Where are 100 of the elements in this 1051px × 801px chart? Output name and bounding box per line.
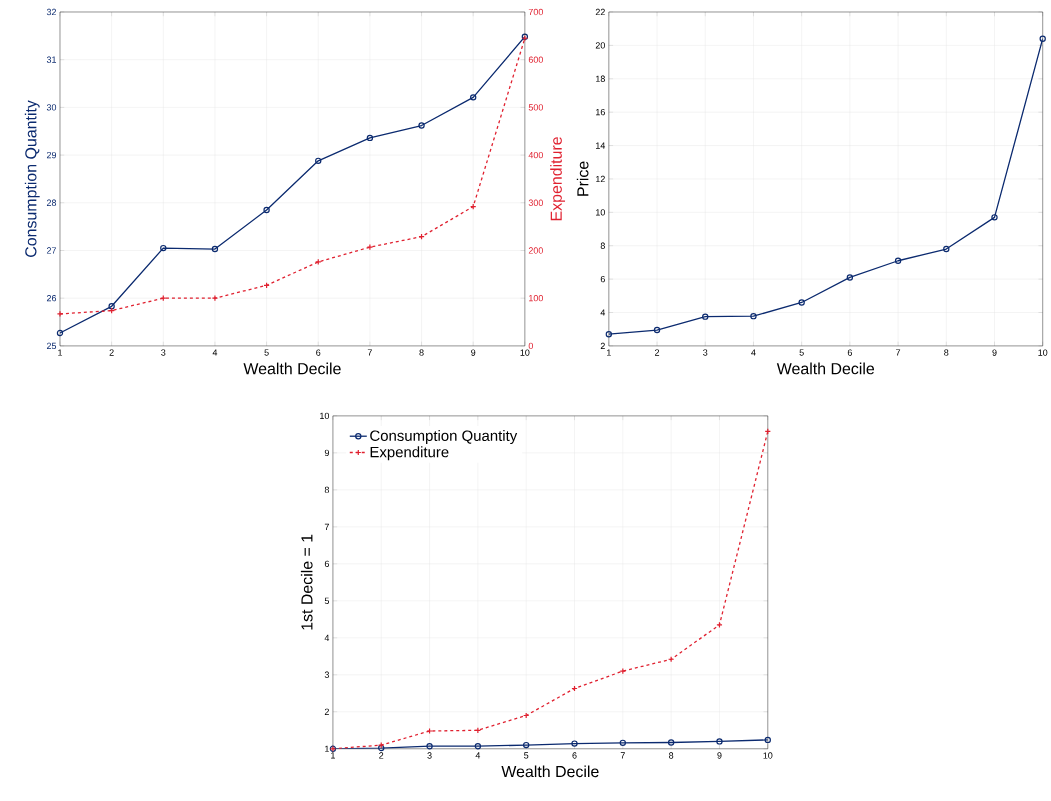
x-tick-label: 6 [847, 349, 852, 356]
x-axis-title: Wealth Decile [501, 765, 599, 778]
y-tick-label: 10 [320, 412, 330, 420]
x-tick-label: 5 [799, 349, 804, 356]
y-tick-label: 22 [595, 8, 605, 16]
x-axis-title: Wealth Decile [243, 362, 341, 375]
x-tick-label: 8 [419, 349, 424, 356]
y-tick-label: 29 [46, 152, 57, 159]
point [315, 157, 322, 165]
x-tick-label: 3 [703, 349, 708, 356]
point [108, 303, 115, 310]
y2-tick-label: 400 [528, 152, 543, 159]
x-tick-label: 2 [655, 349, 660, 356]
y-tick-label: 5 [324, 597, 330, 605]
point [653, 326, 661, 334]
y-tick-label: 25 [46, 342, 57, 350]
y-axis-title: 1st Decile = 1 [300, 534, 313, 630]
y-tick-label: 6 [600, 276, 605, 283]
point [571, 740, 578, 747]
y-tick-label: 9 [324, 449, 329, 457]
x-tick-label: 1 [607, 349, 611, 356]
x-tick-label: 7 [620, 752, 625, 759]
y2-tick-label: 200 [528, 247, 543, 254]
point [56, 310, 64, 318]
x-tick-label: 5 [264, 349, 269, 356]
y-tick-label: 30 [46, 104, 57, 111]
point [315, 258, 322, 266]
point [619, 668, 627, 675]
x-tick-label: 4 [212, 349, 218, 356]
x-tick-label: 6 [316, 349, 321, 356]
y2-tick-label: 600 [528, 56, 543, 63]
point [702, 313, 709, 320]
point [474, 727, 482, 734]
x-tick-label: 9 [717, 752, 722, 759]
x-tick-label: 10 [763, 752, 773, 759]
point [263, 206, 270, 214]
x-axis-title: Wealth Decile [776, 362, 875, 375]
y-tick-label: 10 [596, 209, 605, 216]
point [470, 94, 477, 101]
y-tick-label: 12 [596, 175, 605, 183]
x-tick-label: 6 [572, 752, 577, 759]
point [667, 656, 675, 663]
x-tick-label: 1 [58, 349, 63, 356]
y-axis-title: Consumption Quantity [24, 100, 40, 258]
point [418, 122, 425, 129]
point [716, 621, 723, 629]
point [366, 244, 374, 251]
point [474, 743, 482, 750]
y-tick-label: 31 [46, 56, 57, 63]
y2-tick-label: 500 [528, 104, 543, 111]
x-tick-label: 7 [896, 349, 901, 356]
x-tick-label: 4 [475, 752, 481, 759]
point [943, 245, 950, 253]
y2-axis-title: Expenditure [550, 137, 566, 221]
y-tick-label: 8 [324, 486, 329, 494]
x-tick-label: 5 [524, 752, 529, 759]
point [991, 214, 998, 221]
x-tick-label: 10 [1038, 349, 1048, 356]
x-tick-label: 8 [944, 349, 949, 356]
y-tick-label: 1 [325, 745, 329, 752]
y2-tick-label: 0 [528, 342, 534, 350]
point [426, 743, 433, 750]
y-axis-title: Price [576, 161, 589, 196]
y-tick-label: 4 [324, 634, 330, 642]
y-tick-label: 20 [595, 42, 605, 49]
y2-tick-label: 100 [529, 295, 543, 302]
legend-label: Consumption Quantity [370, 430, 518, 445]
x-tick-label: 2 [379, 752, 384, 759]
x-tick-label: 9 [992, 349, 997, 356]
y-tick-label: 18 [596, 75, 605, 83]
x-tick-label: 4 [751, 349, 756, 356]
point [619, 739, 627, 747]
point [894, 257, 902, 265]
y-tick-label: 7 [324, 523, 329, 531]
point [716, 738, 723, 745]
y2-tick-label: 300 [528, 199, 543, 207]
y-tick-label: 2 [324, 708, 329, 716]
x-tick-label: 1 [331, 752, 335, 759]
y-tick-label: 3 [324, 671, 329, 679]
y-tick-label: 16 [596, 109, 605, 116]
y-tick-label: 32 [46, 8, 57, 16]
point [846, 274, 854, 281]
point [798, 299, 805, 306]
point [211, 295, 219, 302]
x-tick-label: 9 [471, 349, 476, 356]
y2-tick-label: 700 [528, 8, 543, 16]
x-tick-label: 3 [161, 349, 166, 356]
y-tick-label: 2 [600, 342, 605, 350]
point [426, 727, 433, 735]
x-tick-label: 10 [520, 349, 530, 356]
point [523, 742, 530, 749]
point [667, 739, 675, 746]
y-tick-label: 6 [324, 560, 329, 568]
y-tick-label: 4 [600, 309, 606, 316]
point [366, 134, 374, 142]
point [160, 245, 167, 252]
y-tick-label: 28 [46, 199, 57, 207]
x-tick-label: 7 [367, 349, 372, 356]
y-tick-label: 8 [600, 242, 605, 250]
x-tick-label: 8 [669, 752, 674, 759]
